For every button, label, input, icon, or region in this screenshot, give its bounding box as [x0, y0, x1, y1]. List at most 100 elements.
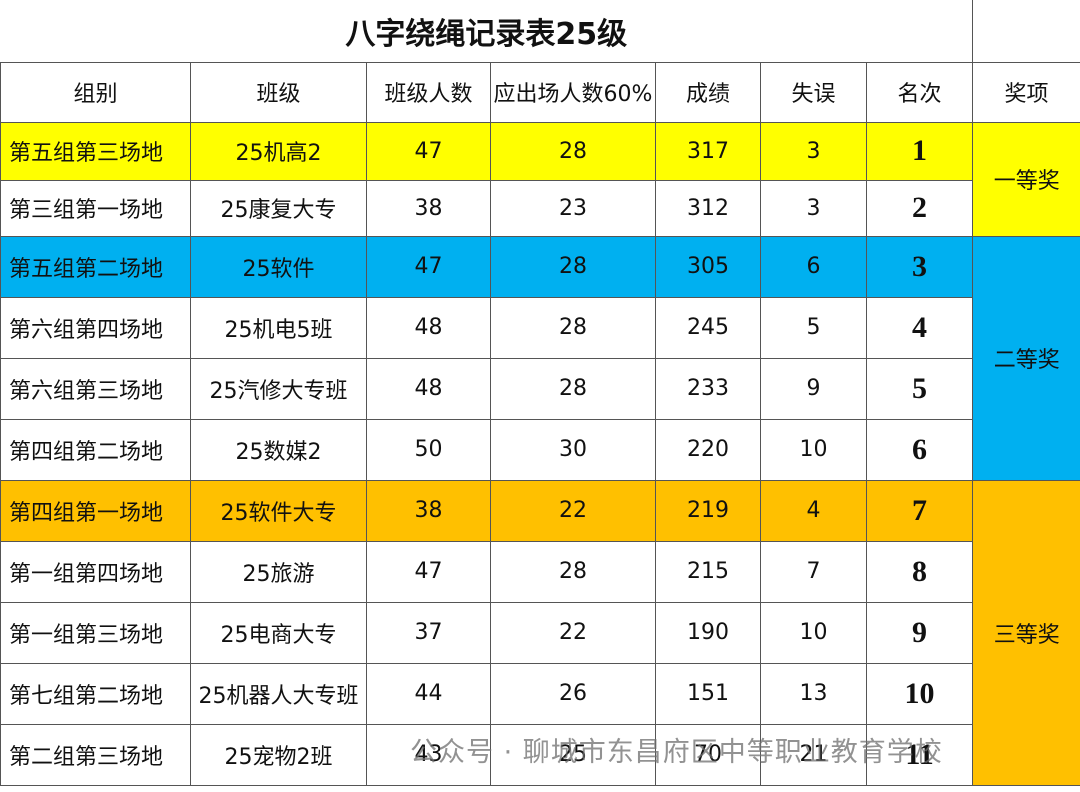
table-title: 八字绕绳记录表25级 — [0, 0, 974, 63]
data-row: 第一组第三场地 25电商大专 37 22 190 10 9 — [0, 601, 1080, 664]
header-cell: 组别 — [0, 61, 191, 123]
data-row: 第六组第四场地 25机电5班 48 28 245 5 4 — [0, 296, 1080, 359]
class-cell: 25汽修大专班 — [190, 357, 367, 420]
header-cell: 失误 — [760, 61, 867, 123]
error-cell: 6 — [760, 235, 867, 298]
error-cell: 10 — [760, 418, 867, 481]
required-cell: 26 — [490, 662, 656, 725]
class-cell: 25软件大专 — [190, 479, 367, 542]
data-row: 第四组第二场地 25数媒2 50 30 220 10 6 — [0, 418, 1080, 481]
group-cell: 第四组第二场地 — [0, 418, 191, 481]
score-cell: 215 — [655, 540, 761, 603]
group-cell: 第六组第四场地 — [0, 296, 191, 359]
count-cell: 47 — [366, 235, 491, 298]
group-cell: 第二组第三场地 — [0, 723, 191, 786]
error-cell: 4 — [760, 479, 867, 542]
required-cell: 28 — [490, 357, 656, 420]
award-cell: 二等奖 — [972, 235, 1080, 481]
rank-cell: 4 — [865, 296, 974, 359]
data-row: 第四组第一场地 25软件大专 38 22 219 4 7 三等奖 — [0, 479, 1080, 786]
required-cell: 28 — [490, 296, 656, 359]
required-cell: 30 — [490, 418, 656, 481]
header-cell: 班级 — [190, 61, 367, 123]
group-cell: 第七组第二场地 — [0, 662, 191, 725]
score-cell: 220 — [655, 418, 761, 481]
header-cell: 应出场人数60% — [490, 61, 656, 123]
header-row: 组别 班级 班级人数 应出场人数60% 成绩 失误 名次 奖项 — [0, 61, 1080, 123]
score-cell: 233 — [655, 357, 761, 420]
error-cell: 3 — [760, 121, 867, 181]
score-cell: 312 — [655, 179, 761, 237]
score-cell: 305 — [655, 235, 761, 298]
rank-cell: 1 — [865, 121, 974, 181]
title-row: 八字绕绳记录表25级 — [0, 0, 1080, 63]
group-cell: 第一组第三场地 — [0, 601, 191, 664]
count-cell: 44 — [366, 662, 491, 725]
error-cell: 9 — [760, 357, 867, 420]
blank-cell — [972, 0, 1080, 63]
required-cell: 28 — [490, 540, 656, 603]
error-cell: 7 — [760, 540, 867, 603]
group-cell: 第四组第一场地 — [0, 479, 191, 542]
score-cell: 219 — [655, 479, 761, 542]
data-row: 第七组第二场地 25机器人大专班 44 26 151 13 10 — [0, 662, 1080, 725]
group-cell: 第一组第四场地 — [0, 540, 191, 603]
data-row: 第五组第三场地 25机高2 47 28 317 3 1 一等奖 — [0, 121, 1080, 237]
rank-cell: 6 — [865, 418, 974, 481]
count-cell: 37 — [366, 601, 491, 664]
rank-cell: 2 — [865, 179, 974, 237]
required-cell: 28 — [490, 235, 656, 298]
data-row: 第三组第一场地 25康复大专 38 23 312 3 2 — [0, 179, 1080, 237]
class-cell: 25机高2 — [190, 121, 367, 181]
class-cell: 25旅游 — [190, 540, 367, 603]
group-cell: 第五组第三场地 — [0, 121, 191, 181]
rank-cell: 7 — [865, 479, 974, 542]
data-row: 第二组第三场地 25宠物2班 43 25 70 21 11 — [0, 723, 1080, 786]
header-cell: 班级人数 — [366, 61, 491, 123]
rank-cell: 11 — [865, 723, 974, 786]
group-cell: 第五组第二场地 — [0, 235, 191, 298]
class-cell: 25康复大专 — [190, 179, 367, 237]
header-cell: 名次 — [865, 61, 974, 123]
required-cell: 23 — [490, 179, 656, 237]
class-cell: 25数媒2 — [190, 418, 367, 481]
data-row: 第一组第四场地 25旅游 47 28 215 7 8 — [0, 540, 1080, 603]
class-cell: 25宠物2班 — [190, 723, 367, 786]
count-cell: 48 — [366, 296, 491, 359]
error-cell: 3 — [760, 179, 867, 237]
score-cell: 245 — [655, 296, 761, 359]
rank-cell: 5 — [865, 357, 974, 420]
header-cell: 奖项 — [972, 61, 1080, 123]
award-cell: 一等奖 — [972, 121, 1080, 237]
rank-cell: 9 — [865, 601, 974, 664]
rank-cell: 8 — [865, 540, 974, 603]
required-cell: 28 — [490, 121, 656, 181]
count-cell: 38 — [366, 179, 491, 237]
score-cell: 151 — [655, 662, 761, 725]
data-row: 第六组第三场地 25汽修大专班 48 28 233 9 5 — [0, 357, 1080, 420]
score-cell: 70 — [655, 723, 761, 786]
error-cell: 10 — [760, 601, 867, 664]
count-cell: 50 — [366, 418, 491, 481]
required-cell: 22 — [490, 601, 656, 664]
error-cell: 5 — [760, 296, 867, 359]
count-cell: 38 — [366, 479, 491, 542]
class-cell: 25电商大专 — [190, 601, 367, 664]
data-row: 第五组第二场地 25软件 47 28 305 6 3 二等奖 — [0, 235, 1080, 481]
class-cell: 25机器人大专班 — [190, 662, 367, 725]
error-cell: 13 — [760, 662, 867, 725]
count-cell: 47 — [366, 540, 491, 603]
required-cell: 22 — [490, 479, 656, 542]
count-cell: 48 — [366, 357, 491, 420]
class-cell: 25机电5班 — [190, 296, 367, 359]
watermark: 公众号 · 聊城市东昌府区中等职业教育学校 — [410, 737, 943, 768]
required-cell: 25 — [490, 723, 656, 786]
score-cell: 317 — [655, 121, 761, 181]
score-cell: 190 — [655, 601, 761, 664]
group-cell: 第三组第一场地 — [0, 179, 191, 237]
rank-cell: 3 — [865, 235, 974, 298]
award-cell: 三等奖 — [972, 479, 1080, 786]
